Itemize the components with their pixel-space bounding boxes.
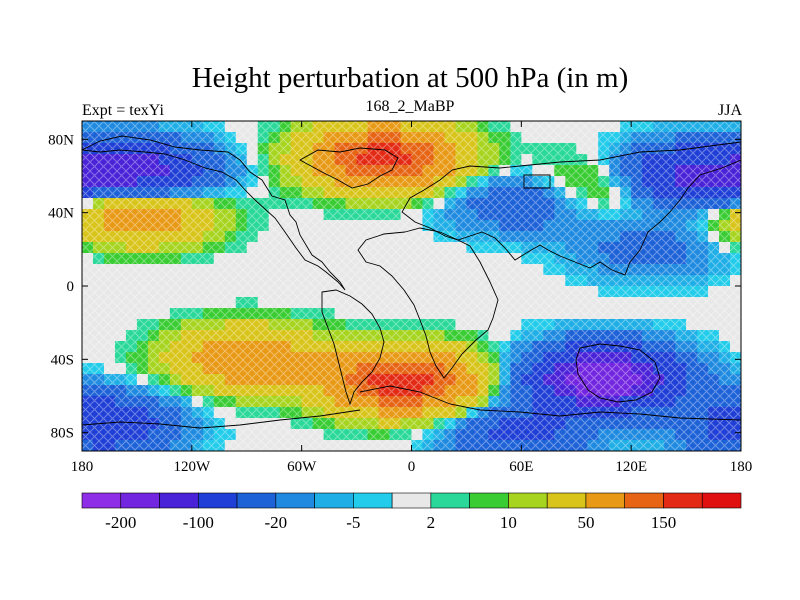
colorbar-label: 150 [651,513,677,532]
colorbar-swatch [314,492,354,509]
colorbar-swatch [663,492,703,509]
colorbar-swatch [159,492,199,509]
colorbar-swatch [469,492,509,509]
y-tick-label: 40N [48,206,74,222]
y-tick-label: 40S [51,352,74,368]
colorbar-swatch [624,492,664,509]
colorbar-swatch [585,492,626,509]
colorbar-label: 2 [427,513,436,532]
colorbar-swatch [701,492,742,509]
season-label: JJA [717,102,742,119]
y-tick-label: 80S [51,426,74,442]
run-label: 168_2_MaBP [365,98,455,115]
colorbar-swatch [391,492,432,509]
coastlines [82,135,741,429]
colorbar-swatch [81,492,122,509]
x-tick-label: 60W [287,459,317,475]
colorbar-label: -5 [346,513,360,532]
x-tick-label: 180 [71,459,94,475]
colorbar: -200 -100 -20 -5 2 10 50 150 [81,492,742,532]
colorbar-swatch [546,492,587,509]
colorbar-swatch [120,492,160,509]
axes: 180 120W 60W 0 60E 120E 180 80N 40N 0 40S 80S [48,121,752,475]
y-tick-label: 80N [48,132,74,148]
x-tick-label: 120E [615,459,647,475]
x-tick-label: 120W [173,459,211,475]
experiment-label: Expt = texYi [82,102,164,119]
y-tick-label: 0 [67,279,75,295]
colorbar-label: 50 [577,513,594,532]
colorbar-swatch [353,492,393,509]
colorbar-label: -20 [264,513,287,532]
hatch-overlay [82,121,741,451]
colorbar-swatch [197,492,238,509]
x-tick-label: 0 [408,459,416,475]
x-tick-label: 180 [730,459,753,475]
chart-title: Height perturbation at 500 hPa (in m) [191,62,629,94]
colorbar-swatch [236,492,277,509]
colorbar-label: 10 [500,513,517,532]
colorbar-swatch [275,492,315,509]
colorbar-label: -200 [105,513,136,532]
x-tick-label: 60E [509,459,533,475]
colorbar-swatch [430,492,470,509]
colorbar-swatch [508,492,548,509]
colorbar-label: -100 [183,513,214,532]
